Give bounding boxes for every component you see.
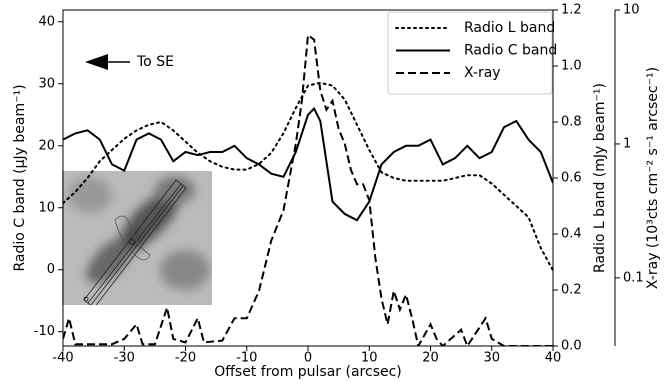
x-tick-label: -30	[114, 351, 135, 366]
y-tick-label: 10	[38, 200, 55, 215]
y-tick-label: 0	[47, 262, 55, 277]
x-tick-label: -20	[175, 351, 196, 366]
x-tick-label: -40	[52, 351, 73, 366]
y3-axis-label: X-ray (10³cts cm⁻² s⁻¹ arcsec⁻¹)	[645, 67, 661, 289]
y2-tick-label: 0.8	[561, 115, 582, 130]
inset-image	[62, 171, 212, 308]
y2-axis-label: Radio L band (mJy beam⁻¹)	[592, 83, 608, 273]
x-tick-label: 20	[422, 351, 439, 366]
y-tick-label: 30	[38, 76, 55, 91]
y-tick-label: 40	[38, 14, 55, 29]
y3-tick-label: 1	[623, 136, 631, 151]
chart: To SE Offset from pulsar (arcsec) Radio …	[0, 0, 670, 381]
x-tick-label: -10	[236, 351, 257, 366]
x-axis-label: Offset from pulsar (arcsec)	[214, 364, 402, 380]
x-tick-label: 40	[545, 351, 562, 366]
y-axis-label: Radio C band (μJy beam⁻¹)	[12, 84, 28, 271]
y-tick-label: -10	[34, 324, 55, 339]
legend-label: X-ray	[464, 65, 501, 81]
y2-tick-label: 0.2	[561, 283, 582, 298]
annotation: To SE	[85, 54, 174, 70]
legend-label: Radio C band	[464, 43, 557, 59]
x-tick-label: 30	[483, 351, 500, 366]
annotation-text: To SE	[136, 54, 174, 70]
x-tick-label: 10	[361, 351, 378, 366]
y2-tick-label: 0.6	[561, 171, 582, 186]
y2-tick-label: 1.2	[561, 3, 582, 18]
y-tick-label: 20	[38, 138, 55, 153]
legend-label: Radio L band	[464, 20, 555, 36]
y3-tick-label: 10	[623, 3, 640, 18]
y2-tick-label: 0.4	[561, 227, 582, 242]
y2-tick-label: 0.0	[561, 339, 582, 354]
y3-tick-label: 0.1	[623, 270, 644, 285]
x-tick-label: 0	[304, 351, 312, 366]
y2-tick-label: 1.0	[561, 59, 582, 74]
